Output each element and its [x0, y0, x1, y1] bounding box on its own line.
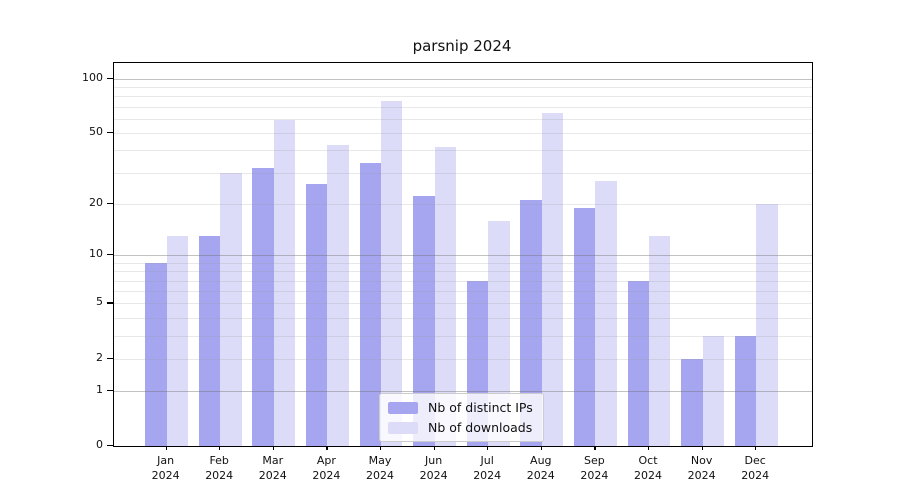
x-tick-label: Aug 2024 — [526, 454, 555, 482]
y-tick-label: 100 — [82, 70, 103, 84]
y-tick — [107, 302, 113, 304]
x-tick — [219, 446, 221, 450]
y-tick-label: 1 — [96, 382, 103, 396]
x-tick-label: Jul 2024 — [473, 454, 502, 482]
legend: Nb of distinct IPs Nb of downloads — [379, 393, 544, 442]
plot-area: Nb of distinct IPs Nb of downloads — [113, 62, 813, 447]
legend-label-distinct-ips: Nb of distinct IPs — [428, 400, 533, 415]
legend-swatch-downloads — [388, 421, 418, 434]
legend-label-downloads: Nb of downloads — [428, 420, 533, 435]
legend-swatch-distinct-ips — [388, 401, 418, 414]
legend-item-distinct-ips: Nb of distinct IPs — [388, 400, 533, 415]
x-tick — [648, 446, 650, 450]
minor-gridline — [114, 86, 812, 88]
y-tick — [107, 389, 113, 391]
bar-downloads-aug — [541, 112, 564, 446]
bar-distinct-ips-oct — [627, 280, 649, 446]
bar-downloads-oct — [649, 235, 671, 446]
bar-distinct-ips-may — [359, 163, 381, 446]
minor-gridline — [114, 271, 812, 273]
bar-distinct-ips-dec — [734, 335, 757, 446]
minor-gridline — [114, 133, 812, 134]
y-tick-label: 10 — [89, 247, 103, 261]
bar-downloads-feb — [220, 172, 242, 446]
bar-layer — [114, 63, 812, 446]
bar-downloads-sep — [595, 180, 617, 446]
y-tick — [107, 445, 113, 447]
x-tick — [433, 446, 435, 450]
x-tick-label: Jan 2024 — [151, 454, 180, 482]
x-tick — [326, 446, 328, 450]
y-tick-label: 20 — [89, 195, 103, 209]
x-tick-label: Nov 2024 — [687, 454, 716, 482]
y-tick-label: 5 — [96, 295, 103, 309]
bar-distinct-ips-feb — [198, 235, 221, 446]
minor-gridline — [114, 280, 812, 282]
x-tick-label: Sep 2024 — [580, 454, 609, 482]
y-tick — [107, 202, 113, 204]
bar-downloads-nov — [702, 335, 724, 446]
x-tick — [594, 446, 596, 450]
bar-downloads-apr — [327, 144, 349, 446]
y-tick — [107, 357, 113, 359]
gridline-layer-over — [114, 63, 812, 446]
x-tick-label: Mar 2024 — [258, 454, 287, 482]
major-gridline — [114, 78, 812, 80]
minor-gridline — [114, 262, 812, 264]
x-tick-label: Feb 2024 — [205, 454, 234, 482]
bar-distinct-ips-jun — [413, 196, 435, 446]
x-tick-label: Dec 2024 — [741, 454, 770, 482]
bar-distinct-ips-jan — [145, 262, 167, 446]
bar-downloads-jun — [434, 146, 456, 446]
minor-gridline — [114, 118, 812, 120]
minor-gridline — [114, 106, 812, 108]
y-tick — [107, 77, 113, 79]
x-tick-label: Jun 2024 — [419, 454, 448, 482]
x-tick — [380, 446, 382, 450]
minor-gridline — [114, 335, 812, 337]
bar-distinct-ips-sep — [574, 207, 596, 446]
minor-gridline — [114, 172, 812, 174]
bar-distinct-ips-mar — [252, 167, 274, 446]
bar-distinct-ips-nov — [681, 358, 703, 446]
bar-downloads-jul — [488, 220, 510, 446]
bar-downloads-mar — [273, 120, 296, 446]
x-tick — [165, 446, 167, 450]
bar-distinct-ips-aug — [520, 199, 542, 446]
y-tick-label: 2 — [96, 350, 103, 364]
minor-gridline — [114, 358, 812, 360]
x-tick — [540, 446, 542, 450]
x-tick — [701, 446, 703, 450]
bar-downloads-jan — [166, 235, 188, 446]
bar-downloads-dec — [756, 203, 778, 446]
y-tick — [107, 132, 113, 134]
major-gridline — [114, 255, 812, 257]
y-tick-label: 50 — [89, 125, 103, 138]
x-tick-label: May 2024 — [366, 454, 394, 482]
minor-gridline — [114, 96, 812, 98]
y-tick-label: 0 — [96, 438, 103, 451]
minor-gridline — [114, 203, 812, 205]
minor-gridline — [114, 317, 812, 319]
x-tick-label: Oct 2024 — [634, 454, 662, 482]
major-gridline — [114, 390, 812, 392]
y-tick — [107, 254, 113, 256]
minor-gridline — [114, 150, 812, 152]
x-tick — [272, 446, 274, 450]
x-tick — [487, 446, 489, 450]
x-tick-label: Apr 2024 — [312, 454, 341, 482]
chart-title: parsnip 2024 — [412, 37, 512, 55]
minor-gridline — [114, 303, 812, 305]
legend-item-downloads: Nb of downloads — [388, 420, 533, 435]
bar-downloads-may — [381, 101, 403, 446]
minor-gridline — [114, 291, 812, 293]
bar-distinct-ips-apr — [306, 183, 328, 446]
x-tick — [755, 446, 757, 450]
